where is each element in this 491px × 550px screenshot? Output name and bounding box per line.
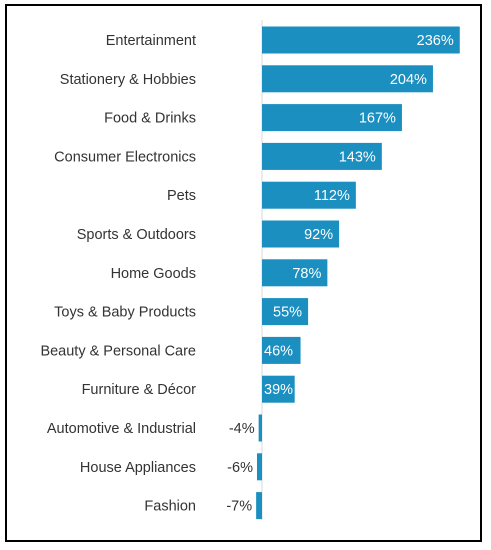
bar	[262, 142, 382, 170]
data-label: -6%	[227, 460, 253, 476]
bar	[262, 336, 301, 364]
data-label: 143%	[339, 149, 376, 165]
category-label: Furniture & Décor	[82, 382, 197, 398]
data-label: 167%	[359, 111, 396, 127]
chart-frame	[5, 4, 482, 542]
bar	[262, 259, 328, 287]
data-label: 55%	[273, 305, 302, 321]
bar	[262, 220, 340, 248]
bar	[256, 453, 262, 481]
labels-layer: Entertainment 236% Stationery & Hobbies 204…	[40, 33, 453, 515]
category-label: Toys & Baby Products	[54, 305, 196, 321]
category-label: Food & Drinks	[104, 111, 196, 127]
data-label: 92%	[304, 227, 333, 243]
category-label: Stationery & Hobbies	[60, 72, 196, 88]
bar	[262, 104, 402, 132]
bar	[262, 375, 295, 403]
bar	[262, 298, 309, 326]
bar	[256, 492, 262, 520]
category-label: Sports & Outdoors	[77, 227, 196, 243]
data-label: 204%	[390, 72, 427, 88]
data-label: 46%	[264, 343, 293, 359]
bar	[262, 181, 356, 209]
data-label: 78%	[292, 266, 321, 282]
bar	[262, 26, 460, 54]
category-label: Automotive & Industrial	[47, 421, 196, 437]
category-label: Consumer Electronics	[54, 149, 196, 165]
category-label: Entertainment	[106, 33, 196, 49]
category-label: Pets	[167, 188, 196, 204]
data-label: 112%	[314, 188, 350, 204]
category-label: Home Goods	[111, 266, 196, 282]
bar	[262, 65, 433, 93]
bar	[258, 414, 262, 442]
data-label: -4%	[229, 421, 255, 437]
category-label: House Appliances	[80, 460, 196, 476]
category-label: Beauty & Personal Care	[40, 343, 196, 359]
data-label: 39%	[264, 382, 293, 398]
data-label: 236%	[417, 33, 454, 49]
data-label: -7%	[226, 499, 252, 515]
bars-layer	[256, 26, 460, 520]
category-label: Fashion	[144, 499, 196, 515]
